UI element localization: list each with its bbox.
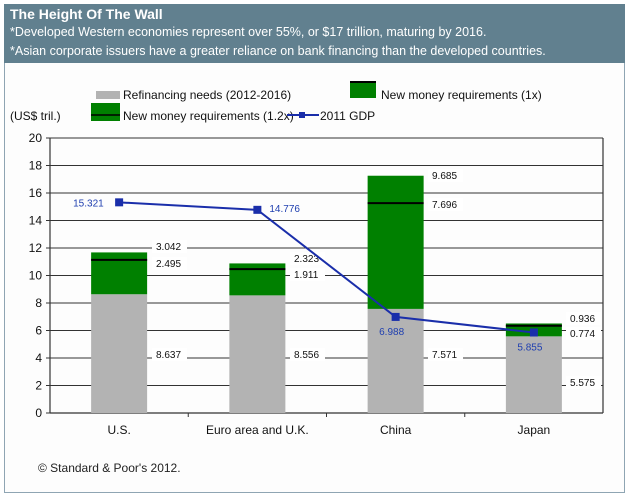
- legend-label-new-money-1x: New money requirements (1x): [381, 88, 542, 102]
- y-tick-label: 14: [29, 214, 43, 228]
- label-new-money-1x: 1.911: [294, 270, 319, 281]
- legend-swatch-new-money-1x: [350, 81, 376, 98]
- label-new-money-1-2x: 3.042: [156, 242, 181, 253]
- legend-label-refinancing: Refinancing needs (2012-2016): [123, 88, 291, 102]
- bar-new-money-1-2x: [367, 175, 424, 309]
- legend-label-new-money-1-2x: New money requirements (1.2x): [123, 109, 294, 123]
- bar-refinancing: [91, 294, 148, 413]
- header-note-1: *Developed Western economies represent o…: [10, 25, 487, 39]
- x-tick-label: Japan: [518, 423, 551, 437]
- x-tick-label: China: [380, 423, 412, 437]
- label-refinancing: 5.575: [570, 378, 595, 389]
- label-new-money-1-2x: 9.685: [432, 171, 457, 182]
- y-tick-label: 16: [29, 186, 43, 200]
- label-new-money-1-2x-bg: [428, 169, 463, 182]
- gdp-label: 6.988: [379, 327, 404, 338]
- gdp-line: [119, 201, 534, 334]
- gdp-point: [115, 198, 124, 207]
- legend-label-gdp: 2011 GDP: [320, 109, 375, 123]
- y-axis-label: (US$ tril.): [10, 109, 61, 123]
- bar-refinancing: [229, 295, 286, 413]
- label-refinancing: 7.571: [432, 350, 457, 361]
- label-refinancing: 8.637: [156, 350, 181, 361]
- label-refinancing-bg: [152, 348, 187, 361]
- gdp-point: [391, 312, 400, 321]
- chart-header: The Height Of The Wall *Developed Wester…: [4, 4, 625, 63]
- legend-swatch-refinancing: [96, 91, 120, 99]
- y-tick-label: 4: [35, 351, 42, 365]
- label-new-money-1-2x: 2.323: [294, 254, 319, 265]
- gdp-point: [529, 328, 538, 337]
- y-tick-label: 6: [35, 324, 42, 338]
- x-tick-label: U.S.: [107, 423, 130, 437]
- gdp-label: 15.321: [73, 198, 104, 209]
- y-tick-label: 0: [35, 406, 42, 420]
- gdp-label: 5.855: [517, 342, 542, 353]
- gdp-label: 14.776: [269, 204, 300, 215]
- label-new-money-1x: 7.696: [432, 200, 457, 211]
- bar-refinancing: [505, 336, 562, 413]
- bar-new-money-1-2x: [91, 252, 148, 295]
- legend-swatch-gdp-marker: [299, 112, 305, 118]
- y-tick-label: 18: [29, 159, 43, 173]
- label-refinancing: 8.556: [294, 350, 319, 361]
- y-tick-label: 12: [29, 241, 43, 255]
- label-refinancing-bg: [428, 348, 463, 361]
- label-new-money-1-2x: 0.936: [570, 314, 595, 325]
- y-tick-label: 10: [29, 269, 43, 283]
- label-new-money-1x: 2.495: [156, 259, 181, 270]
- chart-title: The Height Of The Wall: [10, 6, 163, 22]
- y-tick-label: 2: [35, 379, 42, 393]
- gdp-point: [253, 205, 262, 214]
- label-refinancing-bg: [290, 348, 325, 361]
- label-new-money-1x-bg: [566, 327, 601, 340]
- label-new-money-1x-bg: [428, 198, 463, 211]
- legend-swatch-new-money-1-2x: [91, 103, 120, 121]
- label-new-money-1-2x-bg: [152, 240, 187, 253]
- header-note-2: *Asian corporate issuers have a greater …: [10, 44, 546, 58]
- y-tick-label: 8: [35, 296, 42, 310]
- label-new-money-1x: 0.774: [570, 329, 595, 340]
- label-refinancing-bg: [566, 376, 601, 389]
- label-new-money-1-2x-bg: [566, 312, 601, 325]
- bar-refinancing: [367, 308, 424, 413]
- copyright-footer: © Standard & Poor's 2012.: [38, 461, 181, 475]
- label-new-money-1x-bg: [152, 257, 187, 270]
- label-new-money-1x-bg: [290, 268, 325, 281]
- y-tick-label: 20: [29, 131, 43, 145]
- x-tick-label: Euro area and U.K.: [206, 423, 309, 437]
